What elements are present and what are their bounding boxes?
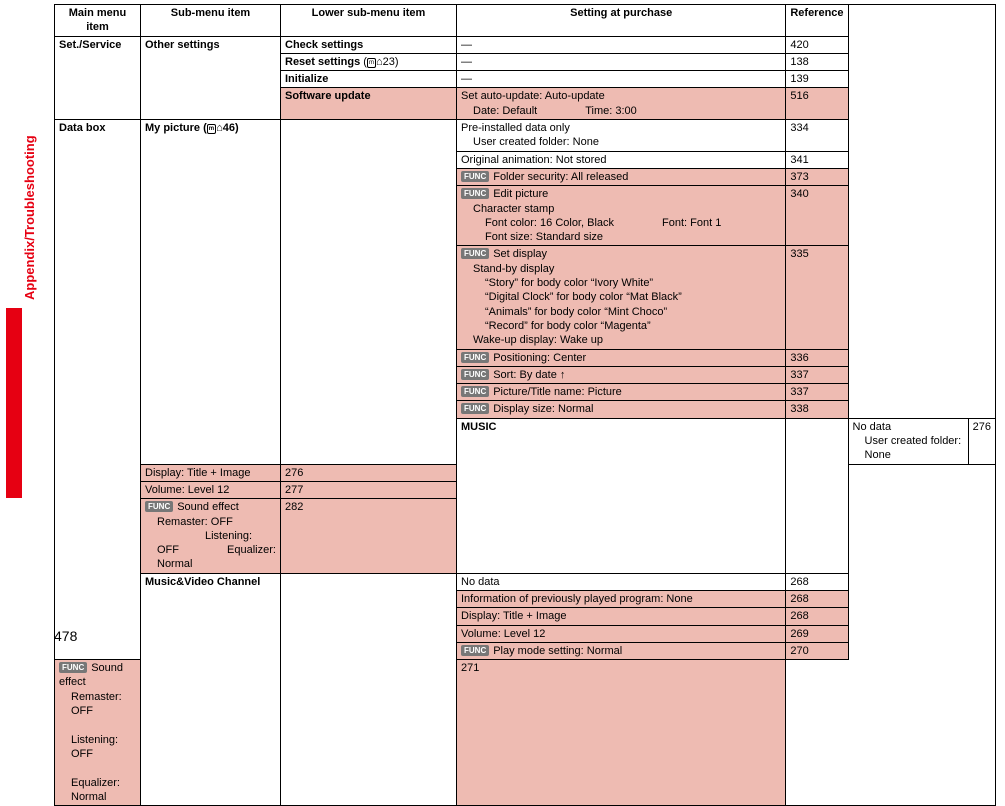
- lower-item-cell: Check settings: [281, 36, 457, 53]
- setting-cell: Information of previously played program…: [457, 590, 786, 607]
- setting-cell: Display: Title + Image: [457, 608, 786, 625]
- reference-cell: 420: [786, 36, 848, 53]
- func-icon: FUNC: [461, 188, 489, 199]
- setting-cell: —: [457, 36, 786, 53]
- setting-cell: FUNCSound effectRemaster: OFFListening: …: [55, 660, 141, 806]
- reference-cell: 338: [786, 401, 848, 418]
- sub-item-cell: My picture (m⌂46): [141, 120, 281, 465]
- func-icon: FUNC: [59, 662, 87, 673]
- func-icon: FUNC: [461, 248, 489, 259]
- reference-cell: 336: [786, 349, 848, 366]
- sub-item-cell: MUSIC: [457, 418, 786, 573]
- reference-cell: 268: [786, 590, 848, 607]
- header-setting: Setting at purchase: [457, 5, 786, 37]
- reference-cell: 282: [281, 499, 457, 573]
- setting-cell: Display: Title + Image: [141, 464, 281, 481]
- setting-cell: FUNCPicture/Title name: Picture: [457, 384, 786, 401]
- header-sub: Sub-menu item: [141, 5, 281, 37]
- main-item-cell: Set./Service: [55, 36, 141, 119]
- menu-icon: m: [367, 58, 376, 68]
- header-lower: Lower sub-menu item: [281, 5, 457, 37]
- setting-cell: FUNCFolder security: All released: [457, 168, 786, 185]
- table-row: Set./ServiceOther settingsCheck settings…: [55, 36, 996, 53]
- setting-cell: FUNCSound effectRemaster: OFFListening: …: [141, 499, 281, 573]
- setting-cell: Volume: Level 12: [141, 481, 281, 498]
- setting-cell: No dataUser created folder: None: [848, 418, 968, 464]
- main-item-cell: Data box: [55, 120, 141, 660]
- reference-cell: 516: [786, 88, 848, 120]
- reference-cell: 334: [786, 120, 848, 152]
- setting-cell: FUNCSort: By date ↑: [457, 366, 786, 383]
- lower-item-cell: [281, 120, 457, 465]
- setting-cell: FUNCSet displayStand-by display“Story” f…: [457, 246, 786, 349]
- reference-cell: 270: [786, 642, 848, 659]
- reference-cell: 335: [786, 246, 848, 349]
- reference-cell: 271: [457, 660, 786, 806]
- table-header-row: Main menu item Sub-menu item Lower sub-m…: [55, 5, 996, 37]
- reference-cell: 340: [786, 186, 848, 246]
- lower-item-cell: Reset settings (m⌂23): [281, 53, 457, 70]
- setting-cell: No data: [457, 573, 786, 590]
- setting-cell: FUNCPlay mode setting: Normal: [457, 642, 786, 659]
- reference-cell: 276: [968, 418, 995, 464]
- setting-cell: Pre-installed data onlyUser created fold…: [457, 120, 786, 152]
- menu-icon: m: [207, 124, 216, 134]
- reference-cell: 276: [281, 464, 457, 481]
- lower-item-cell: Software update: [281, 88, 457, 120]
- reference-cell: 138: [786, 53, 848, 70]
- func-icon: FUNC: [145, 501, 173, 512]
- setting-cell: Set auto-update: Auto-updateDate: Defaul…: [457, 88, 786, 120]
- setting-cell: FUNCEdit pictureCharacter stampFont colo…: [457, 186, 786, 246]
- header-main: Main menu item: [55, 5, 141, 37]
- setting-cell: FUNCDisplay size: Normal: [457, 401, 786, 418]
- lower-item-cell: Initialize: [281, 71, 457, 88]
- reference-cell: 277: [281, 481, 457, 498]
- func-icon: FUNC: [461, 403, 489, 414]
- func-icon: FUNC: [461, 171, 489, 182]
- reference-cell: 341: [786, 151, 848, 168]
- header-reference: Reference: [786, 5, 848, 37]
- reference-cell: 337: [786, 384, 848, 401]
- reference-cell: 268: [786, 573, 848, 590]
- lower-item-cell: [786, 418, 848, 573]
- setting-cell: Original animation: Not stored: [457, 151, 786, 168]
- reference-cell: 337: [786, 366, 848, 383]
- sub-item-cell: Music&Video Channel: [141, 573, 281, 805]
- lower-item-cell: [281, 573, 457, 805]
- settings-table: Main menu item Sub-menu item Lower sub-m…: [54, 4, 996, 806]
- setting-cell: —: [457, 71, 786, 88]
- side-tab: [6, 308, 22, 498]
- setting-cell: FUNCPositioning: Center: [457, 349, 786, 366]
- reference-cell: 139: [786, 71, 848, 88]
- table-row: Data boxMy picture (m⌂46)Pre-installed d…: [55, 120, 996, 152]
- sub-item-cell: Other settings: [141, 36, 281, 119]
- side-label: Appendix/Troubleshooting: [22, 135, 37, 300]
- func-icon: FUNC: [461, 386, 489, 397]
- setting-cell: —: [457, 53, 786, 70]
- reference-cell: 269: [786, 625, 848, 642]
- func-icon: FUNC: [461, 645, 489, 656]
- func-icon: FUNC: [461, 369, 489, 380]
- reference-cell: 373: [786, 168, 848, 185]
- table-row: Music&Video ChannelNo data268: [55, 573, 996, 590]
- func-icon: FUNC: [461, 352, 489, 363]
- setting-cell: Volume: Level 12: [457, 625, 786, 642]
- reference-cell: 268: [786, 608, 848, 625]
